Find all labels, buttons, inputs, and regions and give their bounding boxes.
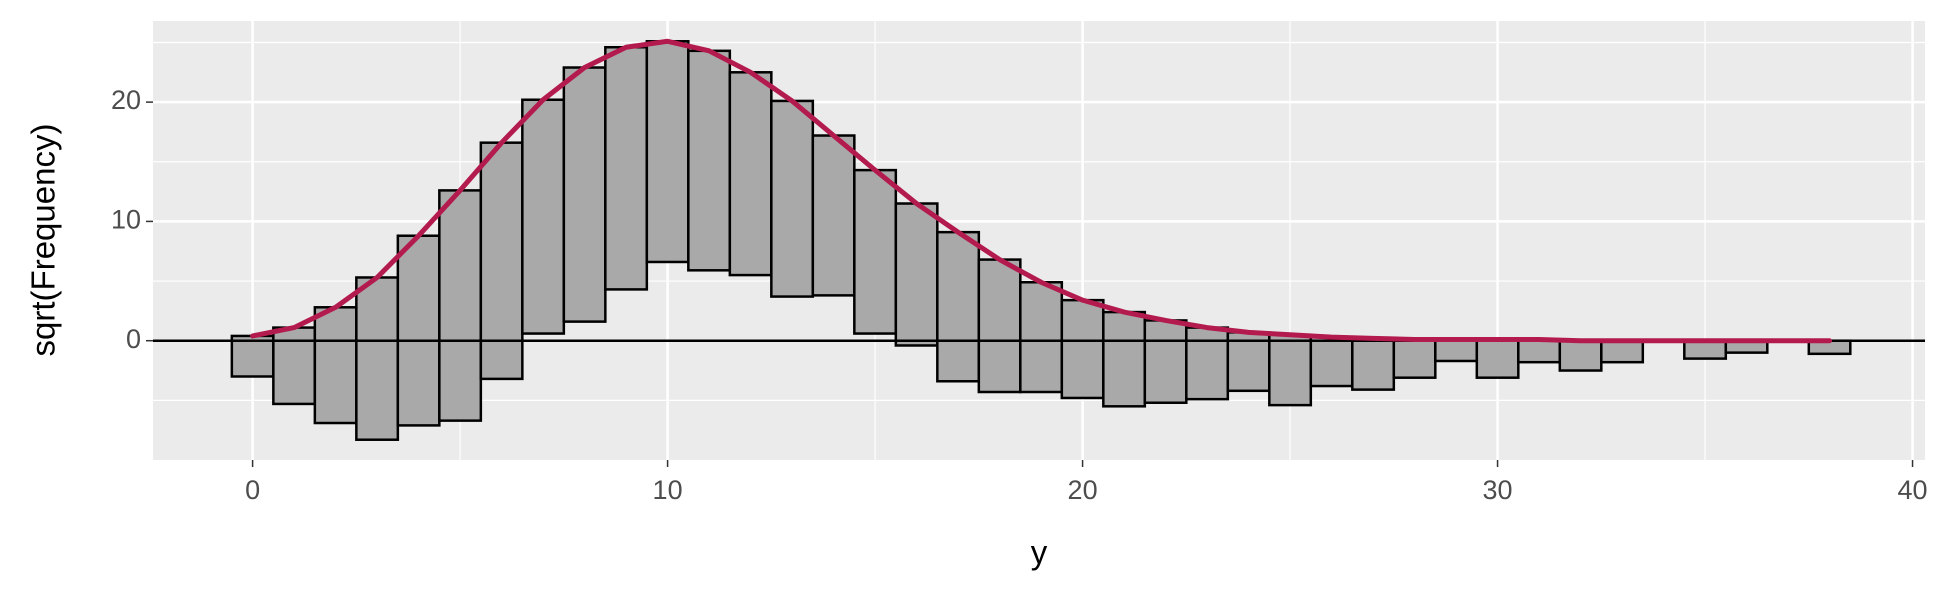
y-tick-label: 0 [126,324,141,354]
x-axis-title: y [1031,534,1048,571]
hanging-bar [1143,319,1188,404]
hanging-bar [1309,335,1354,388]
hanging-bar [1392,338,1437,379]
hanging-bar [853,168,898,335]
hanging-bar [977,258,1022,394]
hanging-bar [894,202,939,347]
x-tick-label: 40 [1898,475,1928,505]
hanging-bar [355,276,400,441]
hanging-bar [230,334,275,378]
hanging-bar [687,49,732,272]
hanging-bar [313,306,358,425]
hanging-bar [936,230,981,383]
hanging-bar [396,234,441,427]
y-axis-title: sqrt(Frequency) [25,124,62,357]
hanging-bar [521,98,566,335]
hanging-bar [1517,338,1562,364]
hanging-bar [604,45,649,291]
hanging-bar [1102,310,1147,408]
hanging-bar [1019,281,1064,394]
hanging-bar [272,326,317,406]
y-tick-label: 20 [111,85,141,115]
fitted-curve [250,38,1833,344]
hanging-bar [1558,339,1603,372]
x-tick-label: 20 [1068,475,1098,505]
hanging-bar [1434,338,1479,363]
hanging-bar [1268,333,1313,407]
hanging-bar [770,99,815,298]
hanging-bar [811,134,856,297]
hanging-bar [479,141,524,381]
hanging-bar [1600,339,1645,364]
x-tick-label: 10 [653,475,683,505]
hanging-bar [1351,337,1396,391]
hanging-bar [645,40,690,264]
x-tick-label: 0 [245,475,260,505]
hanging-bar [438,189,483,422]
hanging-bar [1060,298,1105,400]
hanging-bar [1683,339,1728,360]
hanging-bar [562,66,607,323]
hanging-bar [1475,338,1520,379]
y-tick-label: 10 [111,205,141,235]
x-tick-label: 30 [1483,475,1513,505]
hanging-bar [728,71,773,277]
hanging-bar [1185,326,1230,401]
